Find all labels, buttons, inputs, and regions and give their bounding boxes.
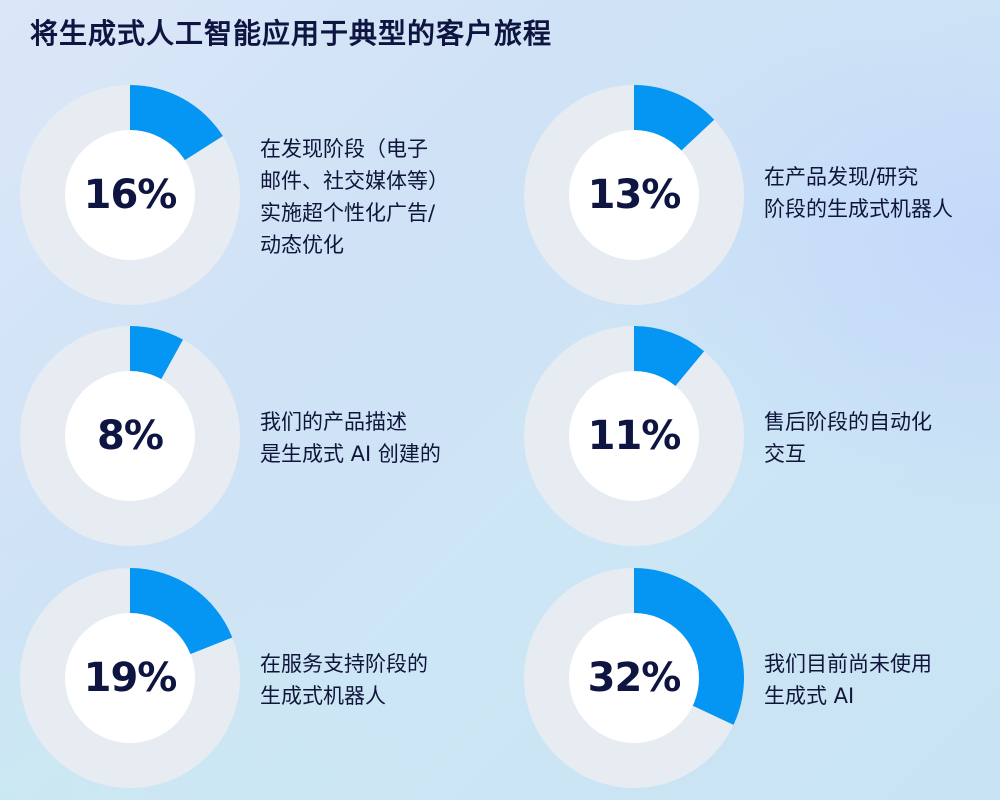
donut-chart: 8% <box>20 326 240 546</box>
stat-description: 在服务支持阶段的 生成式机器人 <box>260 652 428 708</box>
stat-card: 13% 在产品发现/研究 阶段的生成式机器人 <box>524 85 1000 315</box>
percentage-value: 19% <box>83 655 178 701</box>
percentage-value: 32% <box>587 655 682 701</box>
percentage-value: 16% <box>83 172 178 218</box>
stat-description: 在发现阶段（电子 邮件、社交媒体等） 实施超个性化广告/ 动态优化 <box>260 137 449 257</box>
stat-description: 售后阶段的自动化 交互 <box>764 410 932 466</box>
stat-card: 8% 我们的产品描述 是生成式 AI 创建的 <box>20 326 500 556</box>
percentage-value: 8% <box>97 413 164 459</box>
donut-chart: 13% <box>524 85 744 305</box>
donut-hole <box>569 371 699 501</box>
stat-description: 在产品发现/研究 阶段的生成式机器人 <box>764 165 953 221</box>
stat-card: 19% 在服务支持阶段的 生成式机器人 <box>20 568 500 798</box>
donut-chart: 11% <box>524 326 744 546</box>
donut-chart: 16% <box>20 85 240 305</box>
donut-hole <box>65 613 195 743</box>
donut-chart: 32% <box>524 568 744 788</box>
donut-hole <box>65 130 195 260</box>
donut-hole <box>65 371 195 501</box>
stat-card: 11% 售后阶段的自动化 交互 <box>524 326 1000 556</box>
stat-card: 32% 我们目前尚未使用 生成式 AI <box>524 568 1000 798</box>
percentage-value: 11% <box>587 413 682 459</box>
donut-hole <box>569 613 699 743</box>
stat-description: 我们目前尚未使用 生成式 AI <box>764 652 932 708</box>
percentage-value: 13% <box>587 172 682 218</box>
donut-chart: 19% <box>20 568 240 788</box>
donut-hole <box>569 130 699 260</box>
stat-card: 16% 在发现阶段（电子 邮件、社交媒体等） 实施超个性化广告/ 动态优化 <box>20 85 500 315</box>
page-title: 将生成式人工智能应用于典型的客户旅程 <box>30 17 553 50</box>
stat-description: 我们的产品描述 是生成式 AI 创建的 <box>260 410 441 466</box>
